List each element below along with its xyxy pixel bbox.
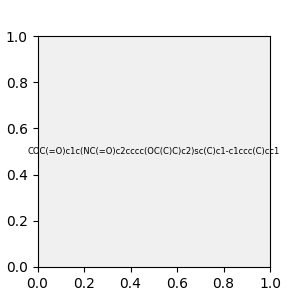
Text: COC(=O)c1c(NC(=O)c2cccc(OC(C)C)c2)sc(C)c1-c1ccc(C)cc1: COC(=O)c1c(NC(=O)c2cccc(OC(C)C)c2)sc(C)c… (28, 147, 280, 156)
